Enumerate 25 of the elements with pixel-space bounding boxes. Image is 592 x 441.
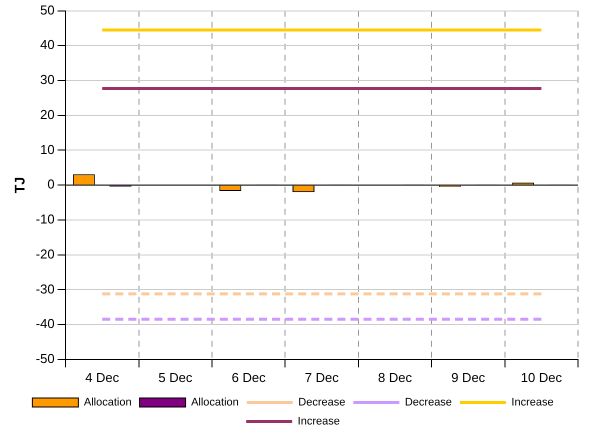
legend-label: Allocation: [191, 396, 239, 409]
x-tick-label: 8 Dec: [378, 370, 412, 385]
legend-label: Increase: [298, 416, 340, 428]
y-tick-label: -20: [36, 246, 55, 262]
x-tick-label: 4 Dec: [85, 370, 120, 385]
y-tick-label: -10: [36, 212, 55, 227]
x-tick-label: 10 Dec: [520, 370, 562, 385]
legend-label: Increase: [511, 396, 554, 409]
y-tick-label: 20: [40, 106, 55, 122]
y-axis-title: TJ: [11, 176, 28, 194]
y-tick-label: -30: [36, 281, 55, 296]
y-tick-label: 40: [40, 37, 55, 52]
legend-label: Allocation: [84, 396, 132, 409]
y-tick-label: 10: [40, 142, 55, 157]
y-tick-label: -50: [36, 350, 55, 366]
y-tick-label: 0: [47, 176, 55, 192]
legend-label: Decrease: [404, 396, 452, 409]
x-tick-label: 6 Dec: [232, 370, 266, 385]
legend-label: Decrease: [298, 396, 346, 409]
x-tick-label: 5 Dec: [158, 370, 193, 385]
y-tick-label: 30: [40, 72, 55, 88]
x-tick-label: 7 Dec: [304, 370, 340, 385]
x-tick-label: 9 Dec: [451, 370, 486, 385]
y-tick-label: -40: [36, 316, 55, 332]
y-tick-label: 50: [40, 2, 55, 18]
